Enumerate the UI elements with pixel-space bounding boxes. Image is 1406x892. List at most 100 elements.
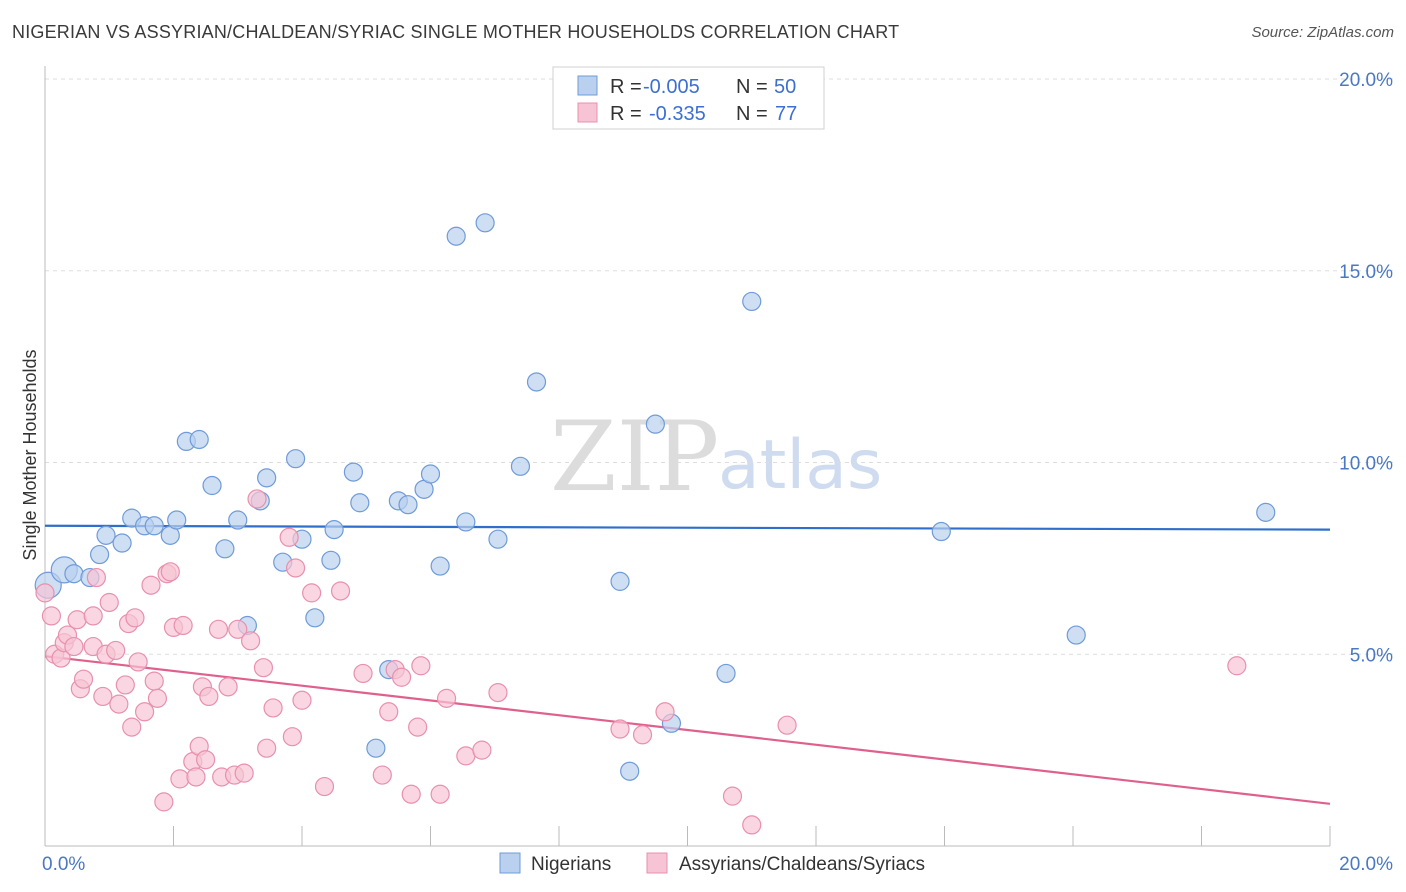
point-assyrian bbox=[128, 652, 148, 672]
trend-lines bbox=[44, 524, 1331, 805]
point-assyrian bbox=[279, 527, 299, 547]
point-nigerian bbox=[144, 516, 164, 536]
point-assyrian bbox=[115, 675, 135, 695]
bottom-legend-label-nigerians: Nigerians bbox=[531, 854, 611, 875]
point-assyrian bbox=[610, 719, 630, 739]
bottom-legend: Nigerians Assyrians/Chaldeans/Syriacs bbox=[499, 852, 925, 875]
point-assyrian bbox=[154, 792, 174, 812]
stats-legend-n-value-2: 77 bbox=[775, 103, 797, 125]
point-nigerian bbox=[343, 462, 363, 482]
point-assyrian bbox=[401, 784, 421, 804]
point-assyrian bbox=[73, 669, 94, 689]
point-assyrian bbox=[228, 619, 248, 639]
point-assyrian bbox=[488, 682, 508, 703]
point-nigerian bbox=[189, 429, 209, 450]
point-nigerian bbox=[620, 761, 640, 781]
point-nigerian bbox=[510, 456, 531, 476]
stats-legend-n-value-1: 50 bbox=[774, 76, 796, 98]
point-assyrian bbox=[86, 567, 107, 588]
point-assyrian bbox=[170, 769, 190, 789]
point-assyrian bbox=[282, 727, 302, 747]
stats-legend-swatch-nigerians bbox=[577, 75, 598, 96]
y-tick-label: 15.0% bbox=[1339, 262, 1393, 283]
watermark-zip: ZIP bbox=[550, 401, 719, 513]
x-tick-labels: 0.0% 20.0% bbox=[42, 854, 1393, 875]
point-nigerian bbox=[285, 449, 306, 469]
point-nigerian bbox=[366, 738, 386, 758]
point-assyrian bbox=[411, 656, 431, 676]
point-assyrian bbox=[99, 592, 119, 613]
x-tick-label: 0.0% bbox=[42, 854, 85, 875]
point-assyrian bbox=[655, 702, 675, 722]
point-nigerian bbox=[96, 525, 116, 545]
stats-legend-r-label-2: R = bbox=[610, 103, 642, 125]
point-assyrian bbox=[41, 606, 62, 626]
axes bbox=[44, 66, 1331, 847]
point-assyrian bbox=[253, 658, 274, 678]
watermark: ZIP atlas bbox=[550, 401, 882, 513]
point-assyrian bbox=[218, 677, 238, 697]
point-nigerian bbox=[350, 493, 370, 513]
point-assyrian bbox=[391, 667, 412, 687]
bottom-legend-label-assyrians: Assyrians/Chaldeans/Syriacs bbox=[679, 854, 925, 875]
y-tick-labels: 5.0% 10.0% 15.0% 20.0% bbox=[1339, 70, 1393, 666]
point-nigerian bbox=[645, 414, 665, 434]
point-nigerian bbox=[167, 510, 187, 530]
bottom-legend-swatch-assyrians bbox=[646, 852, 668, 874]
point-assyrian bbox=[83, 606, 103, 626]
point-assyrian bbox=[109, 694, 129, 714]
point-nigerian bbox=[202, 475, 222, 496]
point-nigerian bbox=[716, 663, 736, 684]
point-nigerian bbox=[526, 372, 547, 392]
point-nigerian bbox=[430, 556, 450, 576]
point-nigerian bbox=[931, 521, 951, 542]
point-assyrian bbox=[430, 784, 450, 804]
point-assyrian bbox=[1227, 656, 1247, 676]
point-nigerian bbox=[1256, 502, 1276, 522]
point-nigerian bbox=[475, 213, 495, 233]
point-nigerian bbox=[456, 512, 476, 532]
point-nigerian bbox=[420, 464, 441, 484]
stats-legend-swatch-assyrians bbox=[577, 102, 598, 123]
point-nigerian bbox=[305, 608, 325, 628]
point-assyrian bbox=[330, 581, 351, 601]
point-nigerian bbox=[324, 520, 344, 540]
stats-legend-r-label-1: R = bbox=[610, 76, 642, 98]
x-tick-label: 20.0% bbox=[1339, 854, 1393, 875]
point-assyrian bbox=[372, 765, 392, 785]
point-nigerian bbox=[215, 539, 235, 559]
point-assyrian bbox=[456, 746, 476, 766]
point-assyrian bbox=[186, 767, 206, 787]
point-nigerian bbox=[488, 529, 508, 549]
point-assyrian bbox=[141, 575, 161, 595]
point-assyrian bbox=[134, 702, 155, 722]
point-assyrian bbox=[208, 619, 229, 639]
point-assyrian bbox=[247, 489, 267, 509]
point-nigerian bbox=[228, 510, 248, 530]
trend-line-assyrian bbox=[44, 655, 1331, 805]
point-assyrian bbox=[160, 562, 180, 582]
point-assyrian bbox=[147, 688, 168, 708]
point-assyrian bbox=[234, 763, 254, 783]
point-nigerian bbox=[1066, 625, 1086, 645]
point-assyrian bbox=[144, 671, 164, 691]
point-assyrian bbox=[106, 640, 126, 661]
y-tick-label: 20.0% bbox=[1339, 70, 1393, 91]
point-assyrian bbox=[777, 715, 797, 735]
point-assyrian bbox=[408, 717, 428, 737]
point-assyrian bbox=[379, 702, 399, 722]
point-nigerian bbox=[742, 291, 762, 312]
point-assyrian bbox=[632, 725, 653, 745]
point-assyrian bbox=[64, 636, 84, 657]
trend-line-nigerian bbox=[44, 524, 1331, 531]
point-assyrian bbox=[472, 740, 492, 760]
bottom-legend-swatch-nigerians bbox=[499, 852, 521, 874]
point-assyrian bbox=[125, 608, 145, 628]
data-points bbox=[34, 213, 1276, 835]
point-nigerian bbox=[321, 550, 341, 570]
stats-legend: R = -0.005 N = 50 R = -0.335 N = 77 bbox=[552, 66, 825, 130]
point-nigerian bbox=[610, 571, 630, 591]
point-nigerian bbox=[90, 544, 110, 565]
point-assyrian bbox=[35, 583, 55, 603]
